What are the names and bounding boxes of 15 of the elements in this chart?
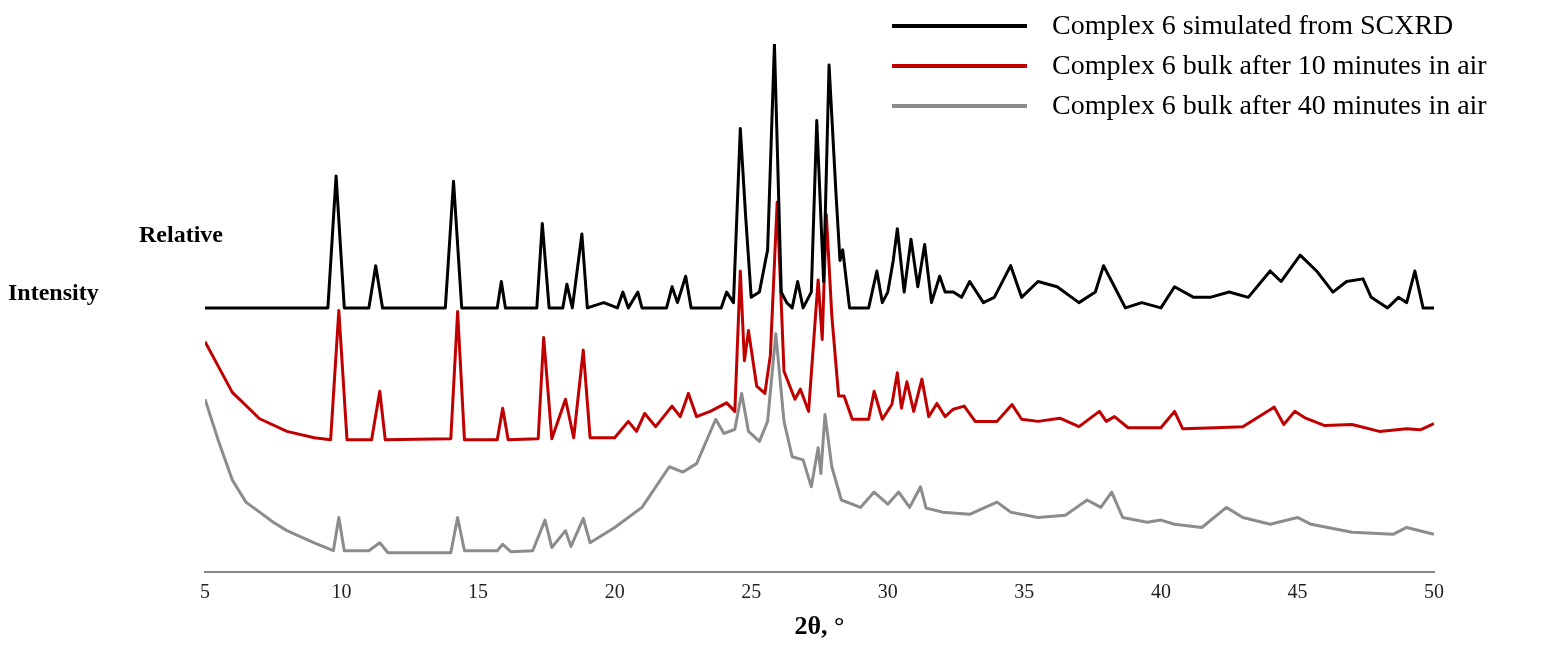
x-tick-label: 25 xyxy=(741,580,762,603)
legend-label: Complex 6 bulk after 10 minutes in air xyxy=(1052,48,1488,82)
x-tick-label: 5 xyxy=(200,580,210,603)
x-tick-label: 20 xyxy=(604,580,625,603)
x-tick-label: 15 xyxy=(468,580,489,603)
x-tick-label: 40 xyxy=(1150,580,1171,603)
legend-label: Complex 6 bulk after 40 minutes in air xyxy=(1052,88,1488,122)
x-tick-label: 30 xyxy=(877,580,898,603)
text: Relative Intensity xyxy=(8,221,223,305)
x-tick-label: 45 xyxy=(1287,580,1308,603)
x-tick-label: 10 xyxy=(331,580,352,603)
legend-label: Complex 6 simulated from SCXRD xyxy=(1052,8,1455,42)
x-tick-label: 50 xyxy=(1424,580,1444,603)
x-tick-label: 35 xyxy=(1014,580,1035,603)
x-axis-title: 2θ, ° xyxy=(794,611,845,641)
